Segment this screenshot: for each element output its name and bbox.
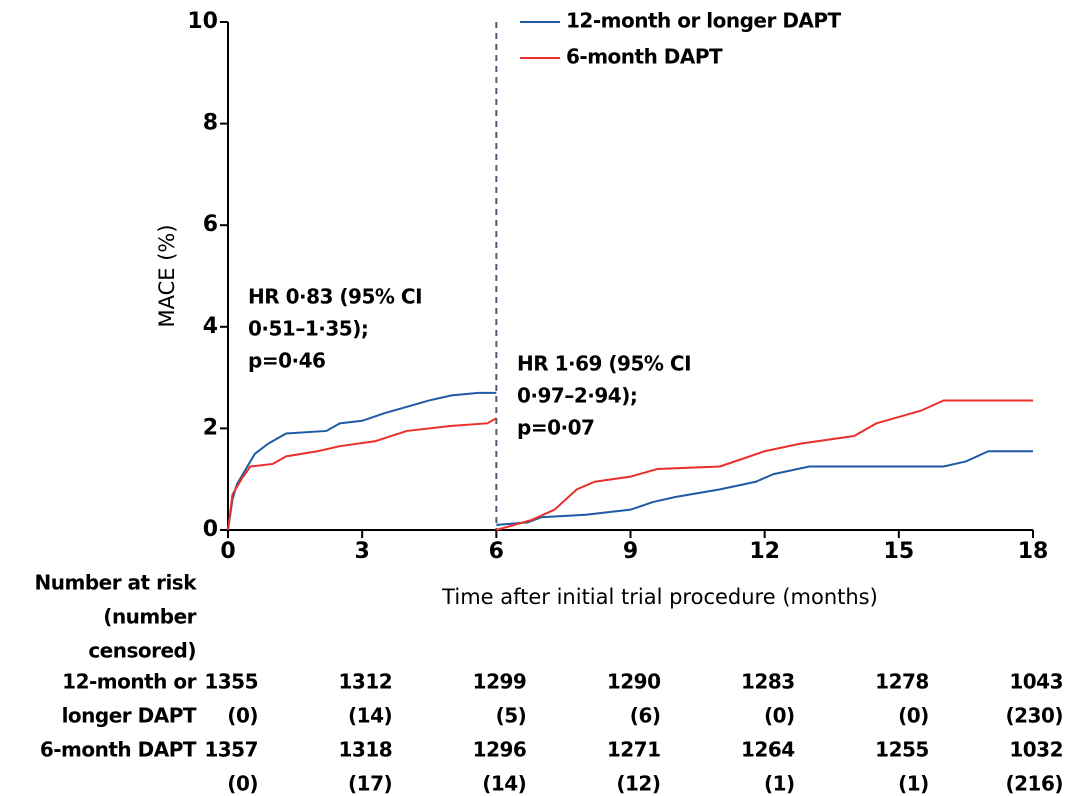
- censored-count: (0): [898, 704, 929, 728]
- at-risk-count: 1357: [204, 738, 258, 762]
- risk-table-header: censored): [88, 639, 196, 663]
- censored-count: (0): [764, 704, 795, 728]
- censored-count: (1): [764, 772, 795, 796]
- series-line: [227, 391, 1033, 531]
- at-risk-count: 1278: [875, 670, 929, 694]
- at-risk-count: 1255: [875, 738, 929, 762]
- at-risk-count: 1271: [607, 738, 661, 762]
- y-tick-label: 4: [203, 314, 218, 339]
- censored-count: (14): [348, 704, 392, 728]
- censored-count: (12): [616, 772, 660, 796]
- at-risk-count: 1312: [338, 670, 392, 694]
- censored-count: (230): [1005, 704, 1063, 728]
- at-risk-count: 1032: [1009, 738, 1063, 762]
- risk-table-header: (number: [103, 605, 196, 629]
- at-risk-count: 1296: [473, 738, 527, 762]
- x-tick-label: 0: [220, 539, 235, 564]
- at-risk-count: 1355: [204, 670, 258, 694]
- y-tick-label: 0: [203, 517, 218, 542]
- x-tick-label: 15: [884, 539, 915, 564]
- x-axis-label: Time after initial trial procedure (mont…: [441, 585, 878, 609]
- y-axis-label: MACE (%): [155, 224, 179, 327]
- legend-label: 6-month DAPT: [566, 45, 723, 69]
- censored-count: (6): [630, 704, 661, 728]
- censored-count: (216): [1005, 772, 1063, 796]
- at-risk-count: 1283: [741, 670, 795, 694]
- censored-count: (5): [496, 704, 527, 728]
- y-tick-label: 2: [203, 415, 218, 440]
- annotation: p=0·07: [517, 416, 594, 440]
- at-risk-count: 1290: [607, 670, 661, 694]
- censored-count: (1): [898, 772, 929, 796]
- at-risk-count: 1299: [473, 670, 527, 694]
- y-tick-label: 10: [187, 9, 218, 34]
- at-risk-count: 1318: [338, 738, 392, 762]
- censored-count: (0): [227, 704, 258, 728]
- risk-group-label: 12-month or: [62, 670, 196, 694]
- risk-group-label: longer DAPT: [62, 704, 197, 728]
- at-risk-count: 1043: [1009, 670, 1063, 694]
- annotation: 0·51–1·35);: [248, 317, 368, 341]
- censored-count: (17): [348, 772, 392, 796]
- annotation: HR 1·69 (95% CI: [517, 352, 691, 376]
- legend-label: 12-month or longer DAPT: [566, 9, 842, 33]
- risk-group-label: 6-month DAPT: [40, 738, 197, 762]
- series-line: [227, 399, 1033, 531]
- annotation: p=0·46: [248, 349, 325, 373]
- x-tick-label: 18: [1018, 539, 1049, 564]
- censored-count: (0): [227, 772, 258, 796]
- y-tick-label: 8: [203, 111, 218, 136]
- annotation: HR 0·83 (95% CI: [248, 285, 422, 309]
- censored-count: (14): [482, 772, 526, 796]
- risk-table-header: Number at risk: [35, 571, 198, 595]
- annotation: 0·97–2·94);: [517, 384, 637, 408]
- x-tick-label: 9: [623, 539, 638, 564]
- at-risk-count: 1264: [741, 738, 795, 762]
- x-tick-label: 6: [489, 539, 504, 564]
- y-tick-label: 6: [203, 212, 218, 237]
- x-tick-label: 12: [749, 539, 780, 564]
- x-tick-label: 3: [355, 539, 370, 564]
